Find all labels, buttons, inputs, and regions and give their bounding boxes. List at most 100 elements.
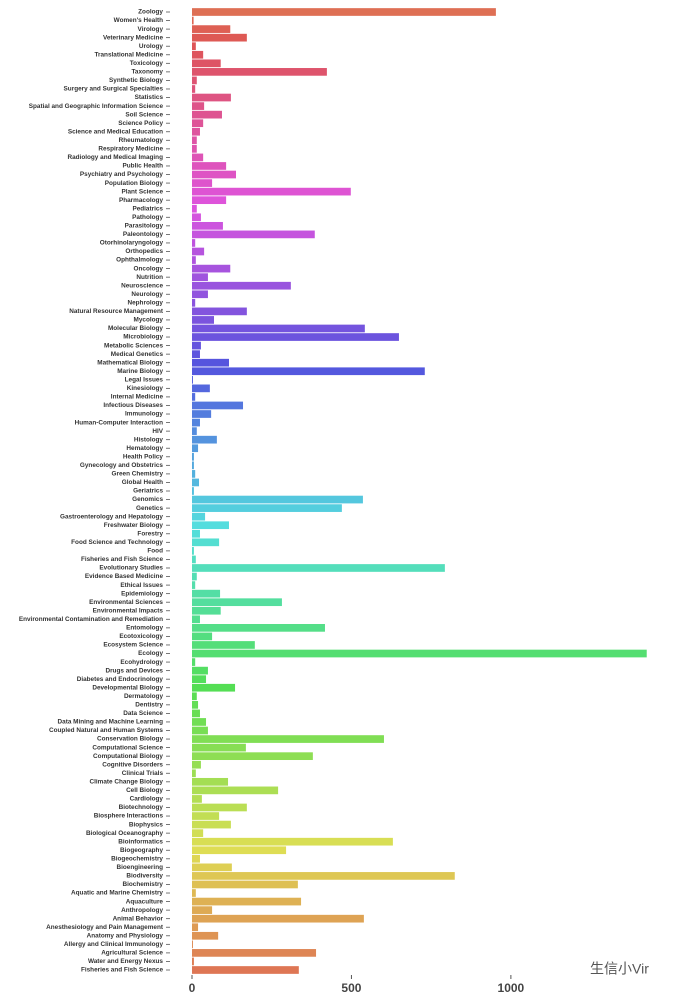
- y-tick-label: Synthetic Biology: [109, 77, 163, 84]
- y-tick-label: Ophthalmology: [116, 257, 163, 264]
- y-tick-label: Histology: [134, 436, 164, 443]
- bar: [192, 119, 204, 128]
- y-tick-label: Epidemiology: [121, 590, 163, 597]
- bar: [192, 50, 204, 59]
- bar: [192, 769, 196, 778]
- y-tick-label: Ecotoxicology: [119, 633, 163, 640]
- y-tick-label: Aquaculture: [126, 898, 164, 905]
- y-tick-label: Mycology: [134, 317, 164, 324]
- bar: [192, 350, 200, 358]
- bar: [192, 179, 213, 187]
- y-tick-label: Rheumatology: [119, 137, 164, 144]
- y-tick-label: Fisheries and Fish Science: [81, 556, 163, 563]
- y-tick-label: Gynecology and Obstetrics: [80, 462, 164, 469]
- bar: [192, 718, 207, 726]
- bar: [192, 700, 199, 709]
- bar: [192, 854, 200, 863]
- bar: [192, 820, 231, 829]
- bar: [192, 427, 197, 435]
- bar: [192, 16, 194, 25]
- bar: [192, 598, 282, 607]
- y-tick-label: Aquatic and Marine Chemistry: [71, 890, 163, 897]
- bar: [192, 940, 193, 949]
- bar: [192, 966, 299, 974]
- y-tick-label: Science and Medical Education: [68, 128, 163, 135]
- bar: [192, 153, 204, 162]
- bar: [192, 658, 196, 666]
- y-tick-label: Computational Biology: [93, 753, 163, 760]
- y-tick-label: Food: [147, 548, 163, 555]
- bar: [192, 281, 291, 290]
- y-tick-label: Molecular Biology: [108, 325, 163, 332]
- y-tick-label: Public Health: [123, 163, 164, 170]
- y-tick-label: HIV: [152, 428, 163, 435]
- y-tick-label: Biogeochemistry: [111, 855, 163, 862]
- bar: [192, 461, 194, 470]
- bar: [192, 358, 229, 367]
- y-tick-label: Food Science and Technology: [71, 539, 163, 546]
- y-tick-label: Kinesiology: [127, 385, 164, 392]
- bar: [192, 230, 315, 239]
- bar: [192, 632, 213, 641]
- y-tick-label: Global Health: [122, 479, 163, 486]
- bar: [192, 529, 200, 538]
- bar: [192, 204, 197, 213]
- bar: [192, 393, 196, 401]
- y-tick-label: Dermatology: [124, 693, 164, 700]
- bar: [192, 752, 313, 761]
- bar: [192, 521, 229, 530]
- bar: [192, 812, 220, 820]
- bar: [192, 495, 363, 504]
- y-tick-label: Soil Science: [125, 111, 163, 118]
- y-tick-label: Neurology: [131, 291, 163, 298]
- y-tick-label: Oncology: [134, 265, 164, 272]
- y-tick-label: Paleontology: [123, 231, 164, 238]
- y-tick-label: Women's Health: [114, 17, 163, 24]
- bar: [192, 675, 207, 684]
- bar: [192, 33, 247, 42]
- y-tick-label: Dentistry: [135, 702, 163, 709]
- bar: [192, 555, 196, 564]
- bar: [192, 872, 455, 880]
- bar: [192, 572, 197, 581]
- bar: [192, 564, 445, 572]
- bar: [192, 418, 200, 427]
- y-tick-label: Bioengineering: [116, 864, 163, 871]
- bar: [192, 341, 201, 350]
- bar: [192, 162, 227, 170]
- bar: [192, 837, 393, 846]
- bar: [192, 777, 229, 786]
- bar: [192, 384, 210, 393]
- y-tick-label: Bioinformatics: [118, 838, 163, 845]
- y-tick-label: Diabetes and Endocrinology: [77, 676, 164, 683]
- y-tick-label: Evolutionary Studies: [99, 565, 163, 572]
- bar: [192, 239, 196, 247]
- y-tick-label: Population Biology: [105, 180, 164, 187]
- bar: [192, 102, 205, 110]
- bar: [192, 760, 201, 769]
- y-tick-label: Zoology: [138, 9, 163, 16]
- bar: [192, 256, 196, 264]
- y-tick-label: Anthropology: [121, 907, 163, 914]
- bar: [192, 290, 208, 299]
- y-tick-label: Surgery and Surgical Specialties: [64, 86, 164, 93]
- bar: [192, 914, 364, 923]
- bar: [192, 478, 200, 487]
- y-tick-label: Ethical Issues: [120, 582, 163, 589]
- bar: [192, 298, 196, 307]
- bar: [192, 726, 208, 735]
- bar: [192, 487, 194, 495]
- y-tick-label: Toxicology: [130, 60, 164, 67]
- y-tick-label: Infectious Diseases: [103, 402, 163, 409]
- y-tick-label: Human-Computer Interaction: [75, 419, 164, 426]
- bar: [192, 606, 221, 615]
- bar: [192, 435, 217, 444]
- y-tick-label: Genetics: [136, 505, 163, 512]
- bar: [192, 68, 327, 76]
- y-tick-label: Respiratory Medicine: [98, 146, 163, 153]
- y-tick-label: Spatial and Geographic Information Scien…: [29, 103, 164, 110]
- bar: [192, 846, 287, 855]
- y-tick-label: Pathology: [132, 214, 163, 221]
- y-tick-label: Evidence Based Medicine: [85, 573, 164, 580]
